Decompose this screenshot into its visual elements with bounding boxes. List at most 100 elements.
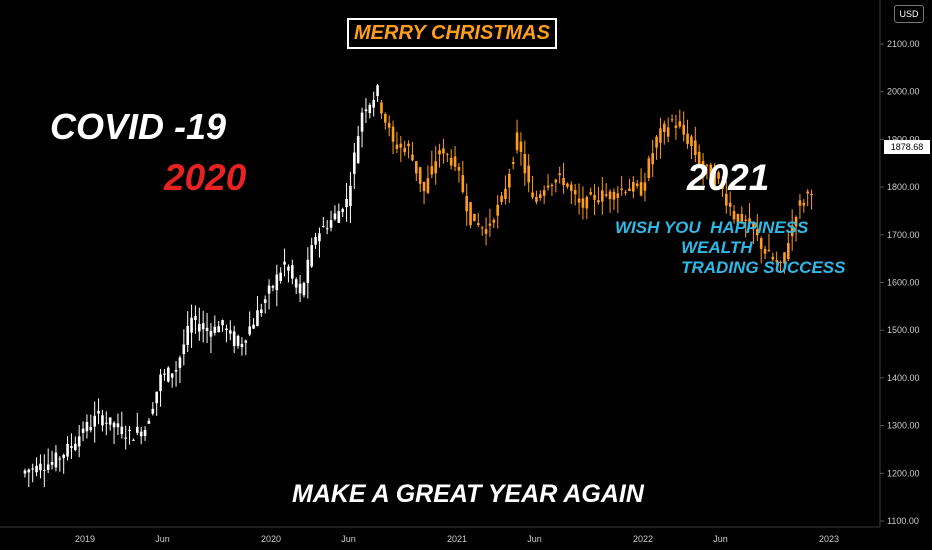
- candle-body: [457, 166, 461, 171]
- candle-body: [58, 458, 62, 460]
- candle-body: [484, 229, 488, 234]
- candle-body: [229, 330, 232, 334]
- merry-christmas-banner: MERRY CHRISTMAS: [347, 18, 557, 49]
- candle-body: [391, 126, 395, 142]
- candle-body: [810, 193, 813, 196]
- candle-body: [54, 452, 58, 468]
- candle-body: [77, 436, 81, 447]
- candle-body: [190, 317, 193, 333]
- candle-body: [186, 325, 189, 346]
- candle-body: [461, 175, 465, 193]
- candle-body: [93, 415, 96, 427]
- candle-body: [721, 185, 724, 189]
- candle-body: [577, 198, 581, 203]
- candle-body: [89, 426, 93, 431]
- candle-body: [620, 188, 623, 190]
- candle-body: [523, 154, 527, 174]
- candle-body: [201, 323, 205, 330]
- candle-body: [341, 209, 344, 212]
- candle-body: [263, 299, 267, 304]
- candle-body: [198, 323, 201, 332]
- candle-body: [628, 188, 631, 191]
- candle-body: [112, 422, 116, 428]
- candle-body: [558, 173, 561, 176]
- candle-body: [446, 154, 449, 156]
- candle-body: [709, 164, 713, 180]
- candle-body: [399, 143, 403, 148]
- candle-body: [725, 193, 728, 206]
- candle-body: [713, 171, 716, 186]
- candle-body: [62, 454, 65, 459]
- time-tick-label: 2019: [75, 534, 95, 544]
- candle-body: [27, 469, 31, 473]
- price-tick-label: 1400.00: [887, 373, 920, 383]
- candle-body: [256, 310, 259, 326]
- time-tick-label: Jun: [155, 534, 170, 544]
- candle-body: [418, 167, 422, 184]
- candle-body: [39, 463, 42, 471]
- candle-body: [97, 410, 100, 414]
- candle-body: [387, 123, 391, 128]
- candle-body: [519, 141, 523, 152]
- candle-body: [43, 469, 46, 471]
- candle-body: [783, 252, 786, 264]
- year-2021-label: 2021: [687, 157, 770, 198]
- candle-body: [539, 194, 542, 199]
- candle-body: [554, 179, 558, 183]
- candle-body: [740, 213, 744, 222]
- price-tick-label: 2100.00: [887, 39, 920, 49]
- candle-body: [411, 154, 414, 161]
- candle-body: [124, 437, 127, 439]
- candle-body: [345, 198, 348, 208]
- candle-body: [283, 261, 286, 265]
- candle-body: [147, 420, 151, 424]
- candle-body: [143, 430, 147, 437]
- candle-body: [790, 225, 794, 237]
- candle-body: [434, 161, 437, 174]
- candle-body: [581, 198, 585, 208]
- candle-body: [798, 200, 802, 206]
- candle-body: [384, 113, 387, 123]
- candle-body: [279, 272, 282, 281]
- currency-button[interactable]: USD: [894, 5, 924, 23]
- candle-body: [531, 192, 534, 198]
- candle-body: [81, 428, 85, 433]
- candle-body: [589, 192, 592, 195]
- candle-body: [759, 238, 763, 249]
- candle-body: [717, 172, 720, 179]
- price-axis-ticks: 1100.00 1200.00 1300.00 1400.00 1500.00 1600.…: [880, 39, 920, 526]
- candle-body: [380, 102, 383, 114]
- candle-body: [194, 316, 197, 321]
- candle-body: [694, 140, 697, 156]
- candle-body: [682, 124, 685, 135]
- candle-body: [105, 422, 108, 424]
- price-tick-label: 2000.00: [887, 87, 920, 97]
- candle-body: [550, 184, 554, 187]
- candle-body: [573, 190, 577, 195]
- candle-body: [267, 285, 271, 294]
- candle-body: [209, 330, 213, 337]
- candle-body: [666, 127, 670, 137]
- last-price-tag: 1878.68: [884, 140, 930, 154]
- candle-body: [449, 157, 453, 166]
- candle-body: [442, 148, 445, 154]
- candle-body: [515, 132, 519, 151]
- candle-body: [376, 85, 379, 97]
- candle-body: [101, 415, 104, 426]
- candle-body: [314, 237, 317, 245]
- candle-body: [767, 249, 771, 252]
- candle-body: [407, 143, 410, 147]
- candle-body: [170, 373, 174, 378]
- wish-line: TRADING SUCCESS: [615, 258, 846, 277]
- price-tick-label: 1800.00: [887, 182, 920, 192]
- candle-body: [492, 219, 496, 223]
- candle-body: [477, 223, 480, 225]
- year-2020-label: 2020: [164, 157, 247, 198]
- candle-body: [298, 283, 302, 294]
- time-tick-label: 2022: [633, 534, 653, 544]
- candle-body: [163, 373, 166, 375]
- candle-body: [608, 191, 612, 200]
- price-tick-label: 1900.00: [887, 134, 920, 144]
- candle-body: [500, 195, 503, 202]
